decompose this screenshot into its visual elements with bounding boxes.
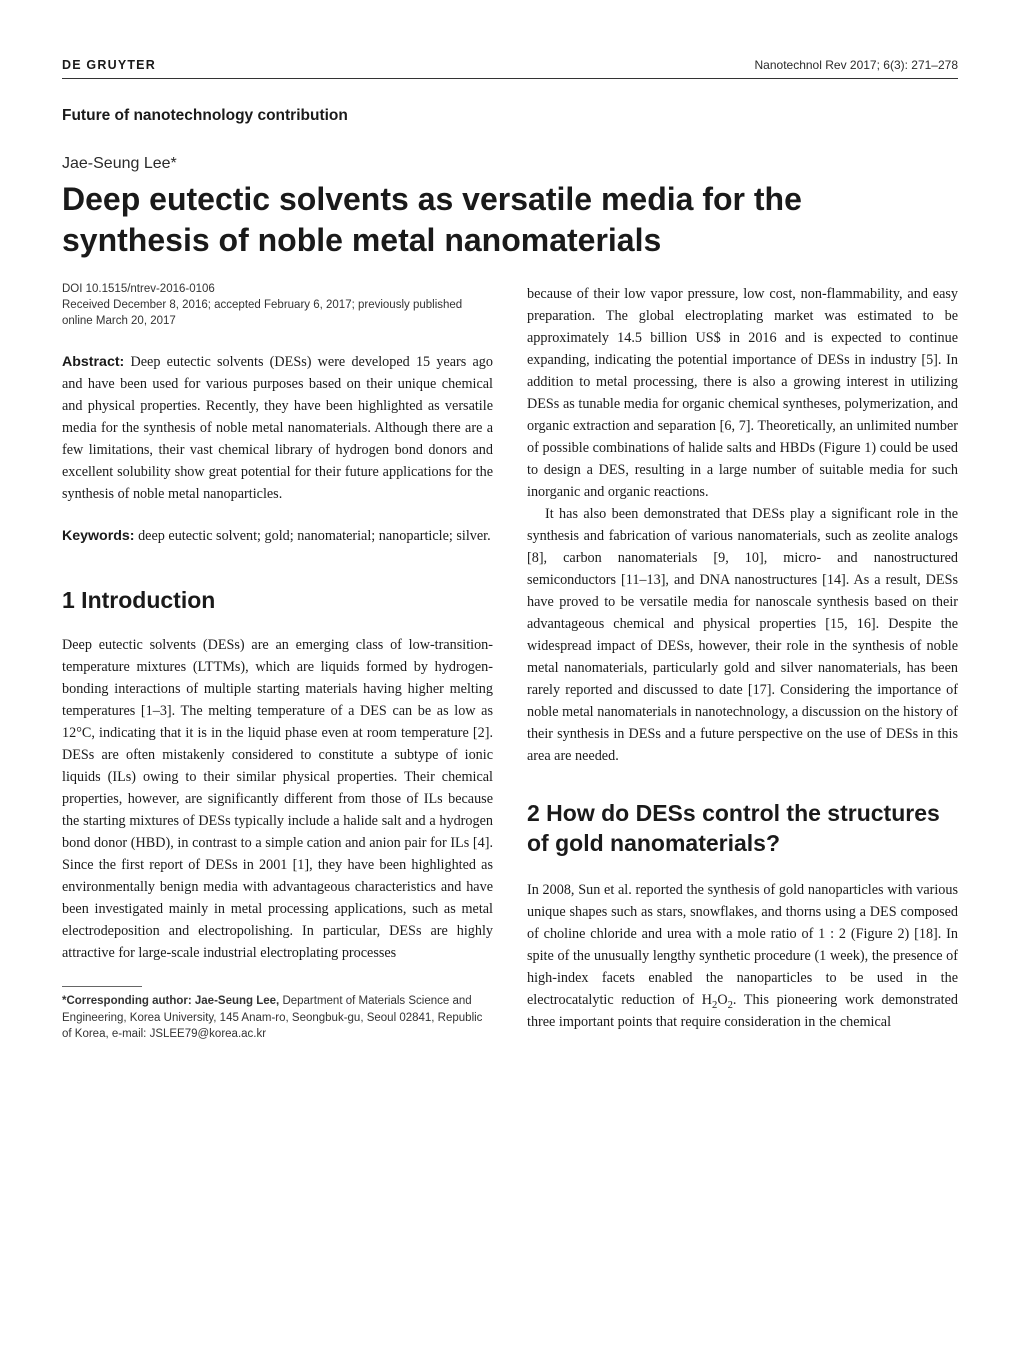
page-header: DE GRUYTER Nanotechnol Rev 2017; 6(3): 2… (62, 58, 958, 72)
sec2-text-a: In 2008, Sun et al. reported the synthes… (527, 882, 958, 1008)
contribution-type: Future of nanotechnology contribution (62, 107, 958, 125)
footnote-label: *Corresponding author: Jae-Seung Lee, (62, 995, 279, 1007)
article-title: Deep eutectic solvents as versatile medi… (62, 179, 958, 261)
keywords-text: deep eutectic solvent; gold; nanomateria… (135, 528, 491, 544)
publisher-name: DE GRUYTER (62, 58, 156, 72)
abstract-text: Deep eutectic solvents (DESs) were devel… (62, 354, 493, 502)
sec2-text-b: O (717, 992, 727, 1008)
right-column: because of their low vapor pressure, low… (527, 283, 958, 1043)
footnote-rule (62, 986, 142, 987)
section-2-paragraph-1: In 2008, Sun et al. reported the synthes… (527, 879, 958, 1033)
section-1-heading: 1 Introduction (62, 587, 493, 614)
keywords-label: Keywords: (62, 528, 135, 544)
abstract-block: Abstract: Deep eutectic solvents (DESs) … (62, 351, 493, 505)
doi-line: DOI 10.1515/ntrev-2016-0106 (62, 283, 493, 295)
section-2-heading: 2 How do DESs control the structures of … (527, 799, 958, 859)
col2-paragraph-1: because of their low vapor pressure, low… (527, 283, 958, 503)
two-column-layout: DOI 10.1515/ntrev-2016-0106 Received Dec… (62, 283, 958, 1043)
keywords-block: Keywords: deep eutectic solvent; gold; n… (62, 525, 493, 547)
left-column: DOI 10.1515/ntrev-2016-0106 Received Dec… (62, 283, 493, 1043)
corresponding-author-footnote: *Corresponding author: Jae-Seung Lee, De… (62, 993, 493, 1043)
intro-paragraph-1: Deep eutectic solvents (DESs) are an eme… (62, 634, 493, 964)
author-line: Jae-Seung Lee* (62, 155, 958, 173)
header-rule (62, 78, 958, 79)
dates-line: Received December 8, 2016; accepted Febr… (62, 297, 493, 329)
journal-reference: Nanotechnol Rev 2017; 6(3): 271–278 (755, 58, 958, 72)
abstract-label: Abstract: (62, 354, 124, 370)
col2-paragraph-2: It has also been demonstrated that DESs … (527, 503, 958, 767)
